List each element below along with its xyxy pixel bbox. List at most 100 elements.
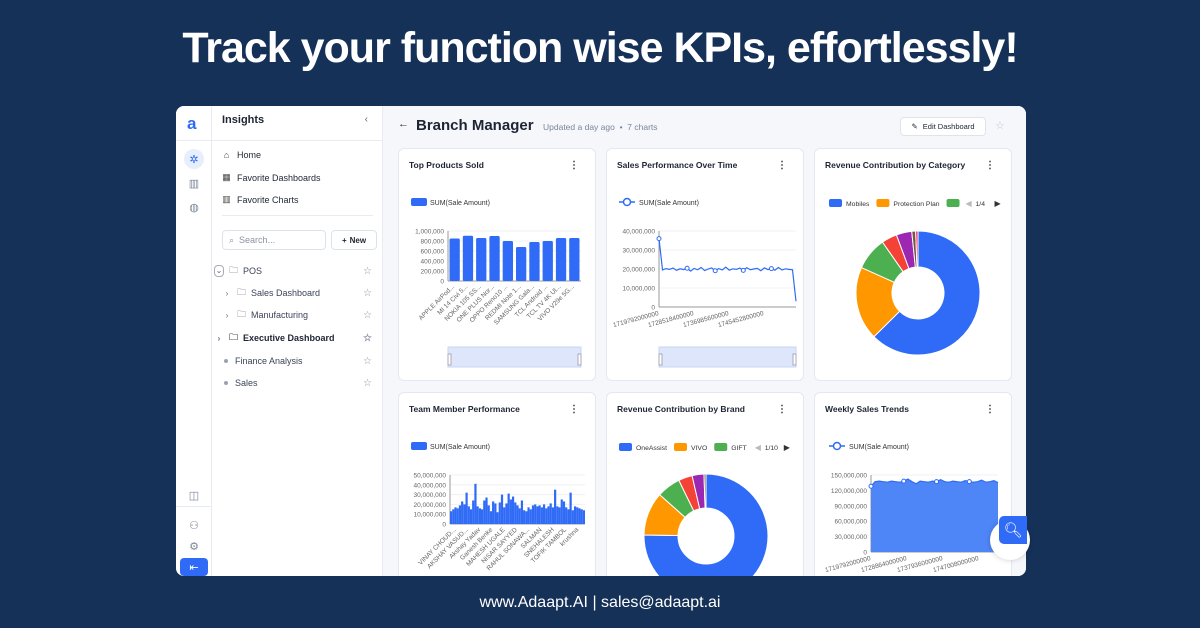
legend-marker xyxy=(622,197,632,207)
tree-item-sales-dashboard[interactable]: › 🗀 Sales Dashboard ☆ xyxy=(212,285,383,301)
nav-home[interactable]: ⌂ Home xyxy=(222,150,261,160)
y-tick-label: 20,000,000 xyxy=(622,267,655,274)
chevron-down-icon[interactable]: ⌄ xyxy=(214,265,224,277)
more-options-icon[interactable]: ⋮ xyxy=(985,160,995,171)
bar xyxy=(487,505,490,524)
bar xyxy=(469,509,473,524)
slider-handle-left xyxy=(447,353,452,366)
y-tick-label: 10,000,000 xyxy=(413,512,446,519)
legend-swatch xyxy=(673,443,687,451)
sidebar-title: Insights xyxy=(222,114,265,126)
bar xyxy=(458,505,462,524)
ai-assistant-button[interactable]: 🔍︎ xyxy=(999,516,1027,544)
tree-item-pos[interactable]: ⌄ 🗀 POS ☆ xyxy=(212,263,383,279)
bar xyxy=(573,506,577,524)
bar xyxy=(542,504,546,524)
bar xyxy=(494,503,497,524)
panel-icon[interactable]: ◫ xyxy=(188,489,200,502)
card-title: Revenue Contribution by Category xyxy=(825,160,966,170)
bar xyxy=(507,493,510,524)
tree-item-executive-dashboard[interactable]: › 🗀 Executive Dashboard ☆ xyxy=(212,330,383,346)
pie-slice xyxy=(873,230,981,356)
chevron-right-icon[interactable]: › xyxy=(225,310,229,320)
star-icon[interactable]: ☆ xyxy=(363,355,372,367)
folder-icon: 🗀 xyxy=(229,332,239,342)
star-icon[interactable]: ☆ xyxy=(363,287,372,299)
bar xyxy=(511,496,515,524)
tree-label: Executive Dashboard xyxy=(243,333,335,343)
legend-swatch xyxy=(411,442,427,450)
bar xyxy=(478,508,481,524)
bar xyxy=(569,238,580,281)
bar xyxy=(534,504,537,524)
bar xyxy=(472,500,475,524)
legend-swatch xyxy=(411,198,427,206)
sparkle-icon[interactable]: ✲ xyxy=(184,149,204,169)
new-label: New xyxy=(349,235,367,245)
data-point xyxy=(656,236,662,242)
legend-label: SUM(Sale Amount) xyxy=(430,444,490,451)
chevron-right-icon[interactable]: › xyxy=(217,333,221,343)
settings-icon[interactable]: ⚙ xyxy=(189,540,199,553)
more-options-icon[interactable]: ⋮ xyxy=(985,404,995,415)
legend-swatch xyxy=(714,443,728,451)
bar xyxy=(567,509,570,524)
bar xyxy=(558,507,561,524)
globe-icon[interactable]: ◍ xyxy=(189,201,199,214)
more-options-icon[interactable]: ⋮ xyxy=(777,404,787,415)
edit-dashboard-button[interactable]: ✎ Edit Dashboard xyxy=(900,117,986,136)
back-arrow-icon[interactable]: ← xyxy=(398,118,409,130)
more-options-icon[interactable]: ⋮ xyxy=(777,160,787,171)
collapse-icon[interactable]: ‹ xyxy=(364,114,368,125)
nav-favorite-dashboards[interactable]: ▦ Favorite Dashboards xyxy=(222,172,320,183)
star-icon[interactable]: ☆ xyxy=(995,120,1005,132)
bar xyxy=(576,507,579,524)
bar xyxy=(480,509,484,524)
chevron-right-icon[interactable]: › xyxy=(225,288,229,298)
y-tick-label: 1,000,000 xyxy=(415,229,444,236)
tree-label: Sales Dashboard xyxy=(251,288,321,298)
card-title: Team Member Performance xyxy=(409,404,520,414)
star-icon[interactable]: ☆ xyxy=(363,265,372,277)
chart-icon[interactable]: ▥ xyxy=(188,177,200,190)
y-tick-label: 20,000,000 xyxy=(413,502,446,509)
pie-slice xyxy=(703,473,707,509)
star-icon[interactable]: ☆ xyxy=(363,309,372,321)
bar xyxy=(520,500,524,524)
bar xyxy=(463,504,466,524)
logout-icon[interactable]: ⇤ xyxy=(180,558,208,576)
y-tick-label: 200,000 xyxy=(421,269,445,276)
bar xyxy=(474,483,477,524)
data-zoom-slider xyxy=(447,346,582,368)
bar xyxy=(578,508,581,524)
star-icon[interactable]: ☆ xyxy=(363,377,372,389)
legend-swatch xyxy=(876,199,890,207)
tree-item-finance-analysis[interactable]: Finance Analysis ☆ xyxy=(212,353,383,369)
tree-item-manufacturing[interactable]: › 🗀 Manufacturing ☆ xyxy=(212,307,383,323)
nav-favorite-charts[interactable]: ▥ Favorite Charts xyxy=(222,194,298,205)
star-icon[interactable]: ☆ xyxy=(363,332,372,344)
more-options-icon[interactable]: ⋮ xyxy=(569,404,579,415)
nav-label: Home xyxy=(237,150,262,160)
more-options-icon[interactable]: ⋮ xyxy=(569,160,579,171)
legend-label: Protection Plan xyxy=(893,201,939,208)
y-tick-label: 40,000,000 xyxy=(622,229,655,236)
new-button[interactable]: + New xyxy=(331,230,377,250)
area-fill xyxy=(871,479,998,552)
y-tick-label: 30,000,000 xyxy=(413,492,446,499)
bar xyxy=(547,506,550,524)
divider xyxy=(212,140,383,141)
search-input[interactable]: ⌕ Search... xyxy=(222,230,326,250)
legend-swatch xyxy=(619,443,632,451)
headline: Track your function wise KPIs, effortles… xyxy=(182,24,1018,72)
bar xyxy=(483,500,486,524)
data-point xyxy=(901,478,907,484)
logo: a xyxy=(187,114,197,133)
folder-icon: 🗀 xyxy=(237,309,247,319)
folder-icon: 🗀 xyxy=(237,287,247,297)
users-icon[interactable]: ⚇ xyxy=(189,519,199,532)
dashboard-icon: ▦ xyxy=(222,172,231,182)
tree-item-sales[interactable]: Sales ☆ xyxy=(212,375,383,391)
tree-label: Finance Analysis xyxy=(235,356,303,366)
bar xyxy=(562,501,566,524)
